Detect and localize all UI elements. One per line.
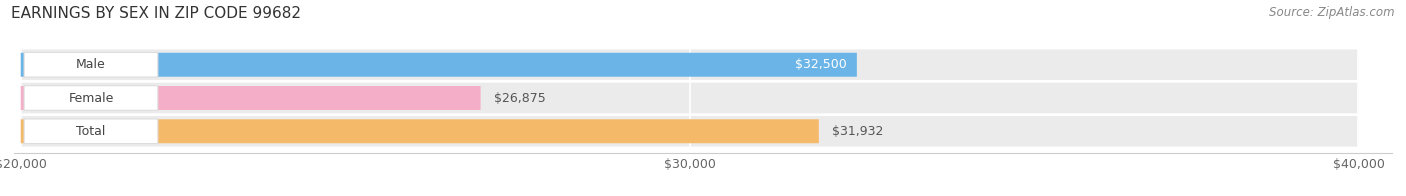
Text: $32,500: $32,500 [794,58,846,71]
Text: $31,932: $31,932 [832,125,883,138]
Text: Female: Female [69,92,114,104]
Text: Source: ZipAtlas.com: Source: ZipAtlas.com [1270,6,1395,19]
FancyBboxPatch shape [21,119,818,143]
Text: $26,875: $26,875 [494,92,546,104]
FancyBboxPatch shape [24,119,157,143]
FancyBboxPatch shape [21,116,1358,147]
FancyBboxPatch shape [21,53,856,77]
FancyBboxPatch shape [24,53,157,77]
FancyBboxPatch shape [21,49,1358,80]
FancyBboxPatch shape [21,86,481,110]
Text: Total: Total [76,125,105,138]
Text: EARNINGS BY SEX IN ZIP CODE 99682: EARNINGS BY SEX IN ZIP CODE 99682 [11,6,301,21]
FancyBboxPatch shape [21,83,1358,113]
Text: Male: Male [76,58,105,71]
FancyBboxPatch shape [24,86,157,110]
